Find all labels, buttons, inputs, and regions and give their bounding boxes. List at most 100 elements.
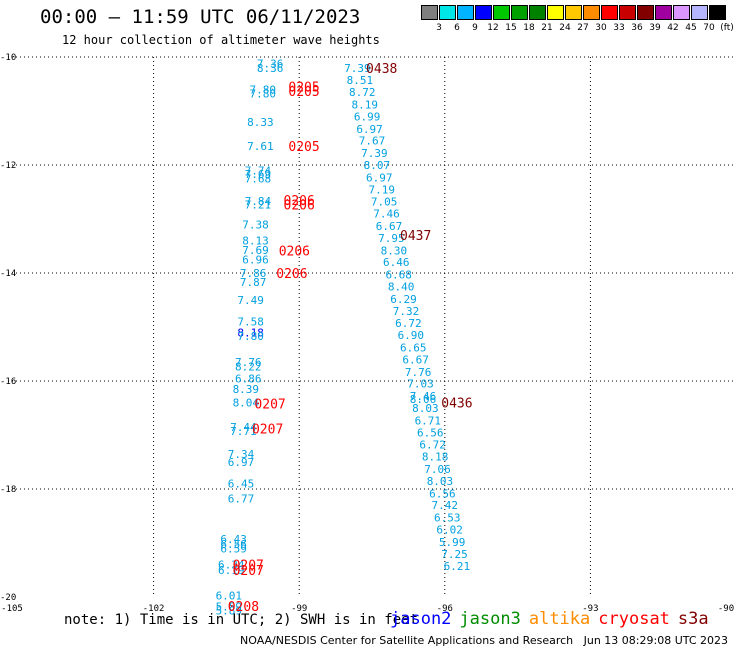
color-swatch bbox=[565, 5, 582, 20]
pass-time-label: 0205 bbox=[288, 140, 319, 155]
pass-time-label: 0206 bbox=[284, 198, 315, 213]
wave-height-point: 6.77 bbox=[228, 493, 255, 506]
wave-height-point: 7.44 bbox=[230, 421, 257, 434]
wave-height-point: 7.76 bbox=[235, 356, 262, 369]
wave-height-point: 6.72 bbox=[395, 317, 422, 330]
wave-height-point: 6.59 bbox=[220, 542, 247, 555]
satellite-jason3: jason3 bbox=[459, 609, 521, 629]
footer-note: note: 1) Time is in UTC; 2) SWH is in fe… bbox=[64, 612, 419, 628]
wave-height-point: 8.18 bbox=[422, 451, 449, 464]
color-swatch bbox=[457, 5, 474, 20]
wave-height-point: 6.56 bbox=[417, 426, 444, 439]
wave-height-point: 8.04 bbox=[233, 397, 260, 410]
wave-height-point: 5.89 bbox=[216, 605, 243, 618]
wave-height-point: 6.97 bbox=[228, 456, 255, 469]
pass-time-label: 0207 bbox=[233, 559, 264, 574]
pass-time-label: 0205 bbox=[288, 85, 319, 100]
color-swatch bbox=[511, 5, 528, 20]
satellite-jason2: jason2 bbox=[390, 609, 452, 629]
color-scale-label: 24 bbox=[559, 23, 571, 33]
wave-height-point: 6.97 bbox=[366, 171, 393, 184]
x-tick-label: -102 bbox=[143, 604, 165, 614]
color-scale-label: 15 bbox=[505, 23, 517, 33]
wave-height-point: 7.46 bbox=[410, 390, 437, 403]
wave-height-point: 7.95 bbox=[378, 232, 405, 245]
wave-height-point: 7.05 bbox=[371, 196, 398, 209]
wave-height-point: 7.42 bbox=[432, 499, 459, 512]
wave-height-point: 6.45 bbox=[228, 478, 255, 491]
wave-height-point: 6.99 bbox=[354, 110, 381, 123]
wave-height-point: 7.80 bbox=[250, 88, 277, 101]
wave-height-point: 6.90 bbox=[398, 329, 425, 342]
x-tick-label: -96 bbox=[437, 604, 453, 614]
wave-height-point: 8.39 bbox=[233, 383, 260, 396]
wave-height-point: 7.87 bbox=[240, 276, 267, 289]
wave-height-point: 8.07 bbox=[364, 159, 391, 172]
footer-credit: NOAA/NESDIS Center for Satellite Applica… bbox=[240, 634, 729, 647]
satellite-legend: jason2 jason3 altika cryosat s3a bbox=[390, 609, 717, 629]
color-scale-label: 30 bbox=[595, 23, 607, 33]
chart-subtitle: 12 hour collection of altimeter wave hei… bbox=[62, 33, 380, 47]
y-tick-label: -10 bbox=[0, 53, 16, 63]
color-swatch bbox=[655, 5, 672, 20]
wave-height-point: 7.68 bbox=[245, 173, 272, 186]
wave-height-point: 7.76 bbox=[405, 366, 432, 379]
color-scale-label: 18 bbox=[523, 23, 535, 33]
color-scale-label: 21 bbox=[541, 23, 553, 33]
wave-height-point: 7.03 bbox=[407, 378, 434, 391]
y-tick-label: -16 bbox=[0, 377, 16, 387]
wave-height-point: 6.68 bbox=[385, 269, 412, 282]
wave-height-point: 7.21 bbox=[245, 198, 272, 211]
wave-height-point: 8.72 bbox=[349, 86, 376, 99]
color-scale-label: 6 bbox=[454, 23, 460, 33]
wave-height-point: 7.19 bbox=[368, 183, 395, 196]
color-scale-label: 70 bbox=[703, 23, 715, 33]
pass-time-label: 0206 bbox=[284, 194, 315, 209]
y-tick-label: -14 bbox=[0, 269, 16, 279]
wave-height-point: 8.18 bbox=[237, 326, 264, 339]
wave-height-point: 7.69 bbox=[242, 244, 269, 257]
wave-height-point: 7.69 bbox=[245, 168, 272, 181]
color-swatch bbox=[619, 5, 636, 20]
color-scale-label: 33 bbox=[613, 23, 625, 33]
wave-height-point: 8.19 bbox=[351, 99, 378, 112]
y-tick-label: -12 bbox=[0, 161, 16, 171]
pass-time-label: 0207 bbox=[233, 564, 264, 579]
wave-height-point: 7.06 bbox=[424, 463, 451, 476]
pass-time-label: 0205 bbox=[288, 81, 319, 96]
y-tick-label: -18 bbox=[0, 485, 16, 495]
wave-height-point: 8.06 bbox=[410, 393, 437, 406]
color-swatch bbox=[475, 5, 492, 20]
satellite-altika: altika bbox=[528, 609, 591, 629]
color-scale-label: 3 bbox=[436, 23, 442, 33]
pass-time-label: 0437 bbox=[400, 229, 431, 244]
color-swatch bbox=[529, 5, 546, 20]
wave-height-point: 7.74 bbox=[245, 164, 272, 177]
pass-time-label: 0206 bbox=[276, 267, 307, 282]
wave-height-point: 7.61 bbox=[247, 140, 274, 153]
wave-height-point: 5.99 bbox=[439, 536, 466, 549]
grid-lines bbox=[8, 56, 736, 597]
color-swatch bbox=[637, 5, 654, 20]
color-scale-label: 45 bbox=[685, 23, 697, 33]
wave-height-point: 6.53 bbox=[434, 512, 461, 525]
color-swatch bbox=[547, 5, 564, 20]
wave-height-point: 6.29 bbox=[390, 293, 417, 306]
x-tick-label: -105 bbox=[1, 604, 23, 614]
wave-height-point: 6.97 bbox=[356, 123, 383, 136]
wave-height-point: 7.34 bbox=[228, 448, 255, 461]
wave-height-point: 8.36 bbox=[257, 62, 284, 75]
wave-height-point: 6.46 bbox=[383, 256, 410, 269]
y-tick-label: -20 bbox=[0, 593, 16, 603]
wave-height-point: 8.30 bbox=[381, 244, 408, 257]
wave-height-labels: 7.368.367.807.808.337.617.747.697.687.84… bbox=[216, 57, 471, 617]
wave-height-point: 8.40 bbox=[388, 281, 415, 294]
wave-height-point: 8.13 bbox=[242, 235, 269, 248]
wave-height-point: 8.51 bbox=[347, 74, 374, 87]
wave-height-point: 7.39 bbox=[344, 62, 371, 75]
color-scale-label: 42 bbox=[667, 23, 679, 33]
color-swatch bbox=[439, 5, 456, 20]
wave-height-point: 6.56 bbox=[429, 487, 456, 500]
wave-height-point: 6.43 bbox=[220, 533, 247, 546]
